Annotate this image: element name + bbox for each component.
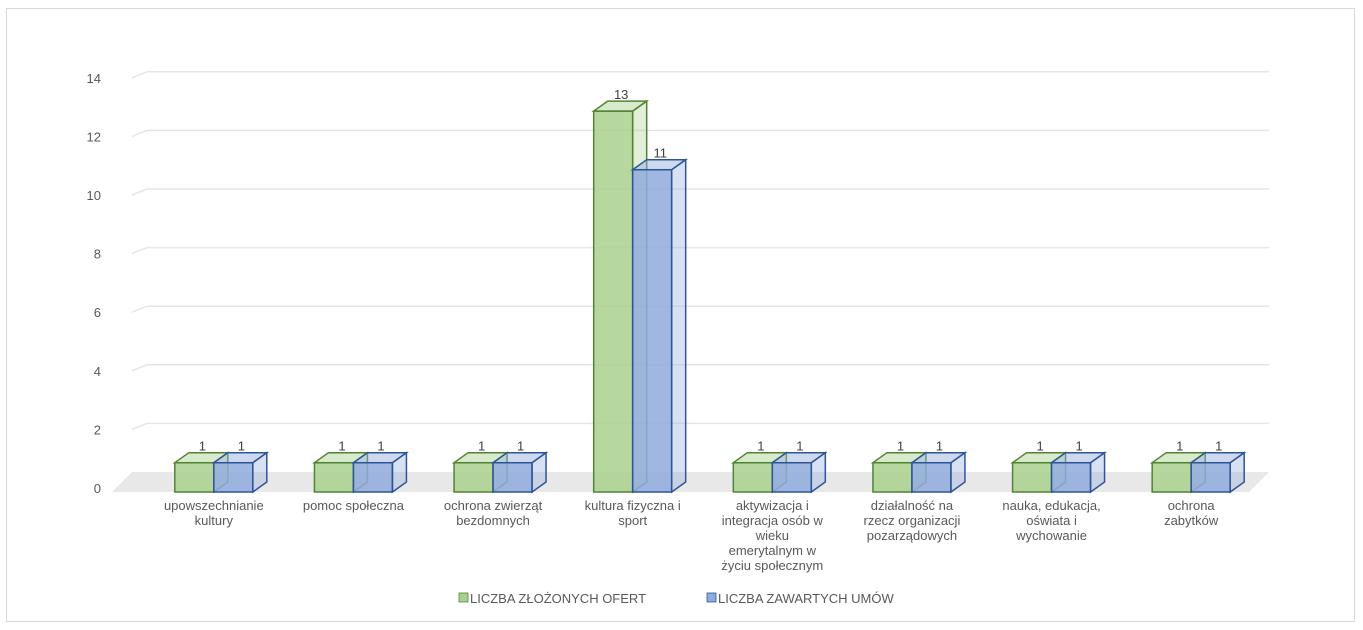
data-label: 13 [614, 87, 628, 102]
data-label: 1 [1075, 439, 1082, 454]
data-label: 1 [1036, 439, 1043, 454]
chart-floor [112, 472, 1269, 492]
bar-top [351, 451, 409, 464]
bar-top [1188, 451, 1247, 464]
bar-front [1151, 461, 1192, 493]
bar-front [872, 461, 913, 493]
chart-frame: 0 2 4 6 8 10 12 14 1 1 1 1 1 1 13 11 1 1 1 1 1 1 1 1 upowszech… [6, 8, 1355, 622]
data-label: 1 [897, 439, 904, 454]
gridline [131, 188, 1269, 196]
x-category-label: kultura fizyczna i sport [585, 498, 681, 528]
legend: LICZBA ZŁOŻONYCH OFERT LICZBA ZAWARTYCH U… [458, 591, 894, 606]
bar-top [211, 451, 270, 464]
y-tick-label: 6 [94, 305, 101, 320]
bar-front [771, 461, 813, 493]
data-label: 1 [478, 439, 485, 454]
data-label: 1 [338, 439, 345, 454]
bar-front [732, 461, 774, 493]
data-label: 1 [377, 439, 384, 454]
gridline [131, 364, 1269, 372]
bar [1188, 451, 1247, 494]
y-tick-label: 0 [94, 481, 101, 496]
gridline [131, 305, 1269, 313]
gridline [131, 71, 1269, 79]
legend-label: LICZBA ZAWARTYCH UMÓW [718, 591, 894, 606]
bar [909, 451, 968, 494]
bar-front [631, 168, 673, 493]
gridline [131, 129, 1269, 138]
bar-top [1049, 451, 1107, 464]
x-category-label: pomoc społeczna [303, 498, 405, 513]
y-tick-label: 12 [87, 129, 101, 144]
data-label: 1 [1176, 439, 1183, 454]
legend-swatch [458, 592, 469, 603]
bar-front [174, 461, 215, 493]
y-tick-label: 8 [94, 247, 101, 262]
data-label: 1 [757, 439, 764, 454]
data-label: 1 [238, 439, 245, 454]
y-axis: 0 2 4 6 8 10 12 14 [87, 71, 101, 496]
bar [630, 158, 689, 494]
x-category-label: nauka, edukacja, oświata i wychowanie [1002, 498, 1100, 543]
bar [211, 451, 270, 494]
bar-front [592, 110, 634, 493]
bars [172, 99, 1247, 494]
x-category-label: upowszechnianie kultury [164, 498, 264, 528]
data-label: 1 [199, 439, 206, 454]
bar [1049, 451, 1107, 494]
data-label: 1 [517, 439, 524, 454]
bar-front [352, 461, 394, 493]
y-tick-label: 14 [87, 71, 101, 86]
bar-top [769, 451, 828, 464]
bar [351, 451, 409, 494]
bar-front [453, 461, 494, 493]
bar-top [591, 100, 650, 112]
legend-swatch [706, 592, 717, 603]
bar-front [492, 461, 533, 493]
x-category-label: ochrona zwierząt bezdomnych [444, 498, 543, 528]
bar [490, 451, 549, 494]
bar-front [1011, 461, 1053, 493]
bar-top [909, 451, 968, 464]
x-axis: upowszechnianie kultury pomoc społeczna och… [164, 498, 1219, 573]
data-label: 1 [1215, 439, 1222, 454]
data-label: 1 [936, 439, 943, 454]
data-label: 1 [796, 439, 803, 454]
gridlines [131, 71, 1269, 431]
bar-front [1190, 461, 1231, 493]
x-category-label: działalność na rzecz organizacji pozarządo… [864, 498, 961, 543]
bar-front [313, 461, 355, 493]
bar-top [630, 158, 689, 171]
legend-label: LICZBA ZŁOŻONYCH OFERT [470, 591, 646, 606]
y-tick-label: 10 [87, 188, 101, 203]
data-label: 11 [653, 146, 667, 161]
bar-front [1050, 461, 1092, 493]
x-category-label: ochrona zabytków [1164, 498, 1219, 528]
bar [769, 451, 828, 494]
x-category-label: aktywizacja i integracja osób w wieku emery… [721, 498, 823, 573]
bar-side [670, 158, 687, 494]
y-tick-label: 4 [94, 364, 101, 379]
bar-front [911, 461, 952, 493]
floor-plane [112, 472, 1269, 492]
bar-top [490, 451, 549, 464]
gridline [131, 422, 1269, 431]
y-tick-label: 2 [94, 422, 101, 437]
bar-front [213, 461, 254, 493]
gridline [131, 246, 1269, 255]
